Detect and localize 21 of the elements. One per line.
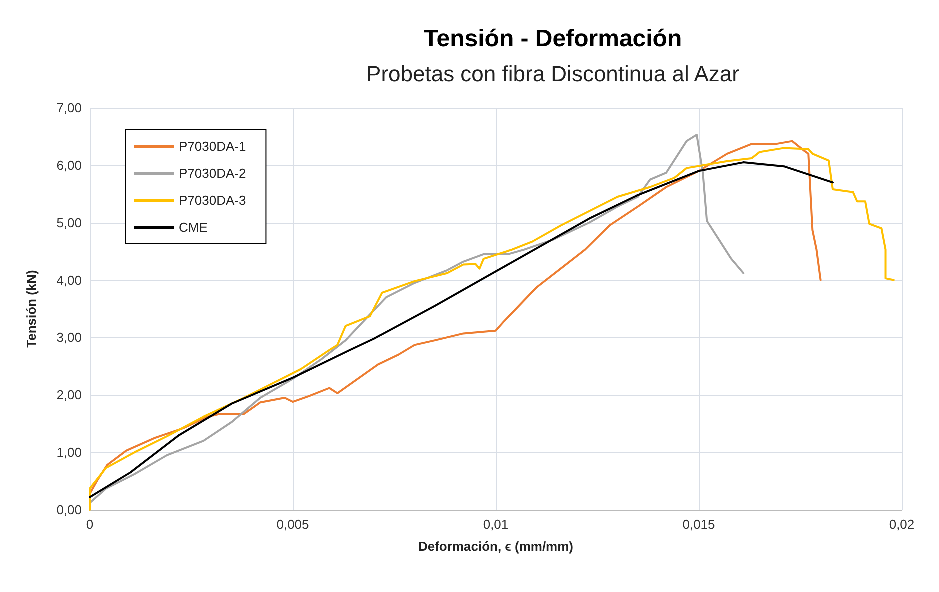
x-tick-label: 0,005 [276, 517, 310, 532]
x-axis-title: Deformación, ϵ (mm/mm) [418, 539, 574, 554]
y-tick-label: 3,00 [56, 330, 82, 346]
chart-subtitle: Probetas con fibra Discontinua al Azar [366, 62, 740, 86]
y-tick-label: 7,00 [56, 100, 82, 116]
legend-label: P7030DA-2 [179, 166, 246, 181]
x-tick-label: 0 [86, 517, 94, 532]
x-tick-label: 0,01 [483, 517, 509, 532]
x-tick-label: 0,02 [889, 517, 915, 532]
y-tick-label: 0,00 [56, 502, 82, 518]
legend-label: CME [179, 220, 208, 235]
chart-title: Tensión - Deformación [424, 26, 682, 52]
y-tick-label: 1,00 [56, 445, 82, 460]
y-tick-label: 6,00 [56, 158, 82, 173]
y-axis-title: Tensión (kN) [24, 270, 39, 348]
y-tick-label: 4,00 [56, 272, 82, 288]
legend-label: P7030DA-3 [179, 193, 246, 208]
y-tick-label: 2,00 [56, 388, 82, 403]
x-tick-label: 0,015 [682, 517, 716, 532]
legend-label: P7030DA-1 [179, 139, 246, 154]
y-tick-label: 5,00 [56, 215, 82, 230]
